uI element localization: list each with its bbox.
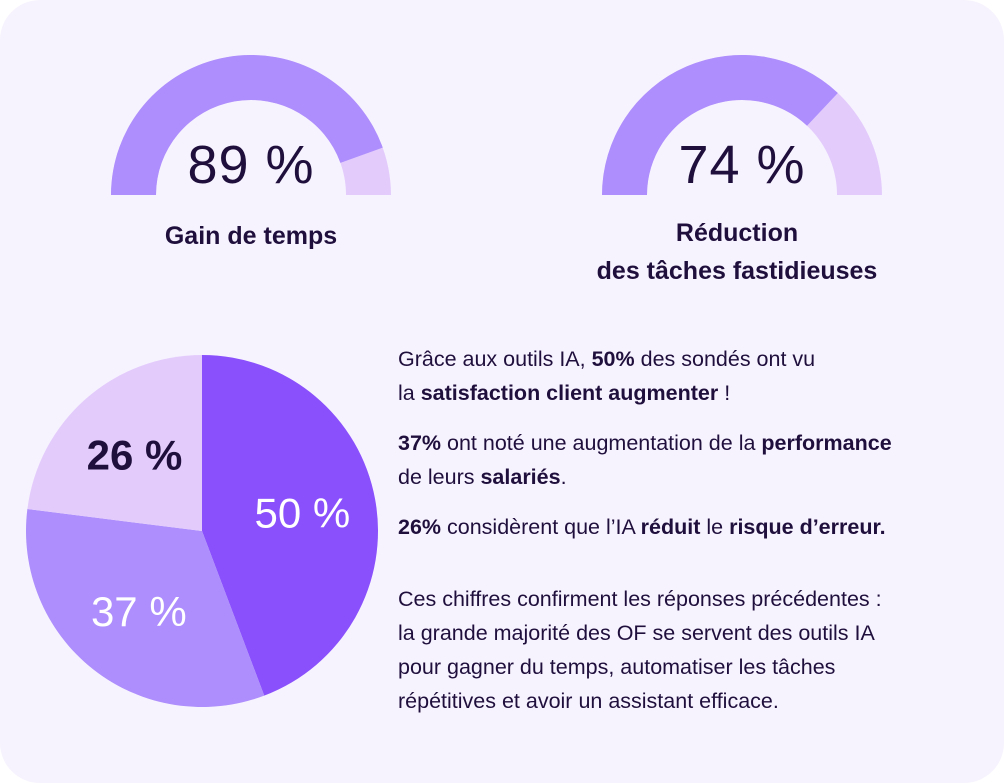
gauge-task-reduction-label: Réduction des tâches fastidieuses [537, 214, 937, 290]
highlight-error-risk: risque d’erreur. [729, 515, 886, 539]
gauge-time-saving-fill [111, 55, 383, 196]
pie-slice-50 [202, 355, 379, 696]
highlight-37: 37% [398, 431, 442, 455]
finding-performance: 37% ont noté une augmentation de la perf… [398, 426, 993, 494]
gauge-time-saving [111, 55, 391, 196]
text-span: considèrent que l’IA [441, 515, 641, 539]
pie-label-37: 37 % [91, 588, 187, 635]
highlight-employees: salariés [480, 465, 561, 489]
findings-text: Grâce aux outils IA, 50% des sondés ont … [398, 342, 993, 734]
highlight-performance: performance [761, 431, 892, 455]
highlight-reduces: réduit [640, 515, 701, 539]
gauge-task-reduction-label-line2: des tâches fastidieuses [596, 257, 878, 285]
highlight-26: 26% [398, 515, 442, 539]
text-span: . [560, 465, 567, 489]
text-span: la [398, 381, 421, 405]
text-span: le [700, 515, 730, 539]
conclusion-line: répétitives et avoir un assistant effica… [398, 689, 779, 713]
pie-label-26: 26 % [87, 431, 183, 478]
text-span: ! [718, 381, 731, 405]
gauge-task-reduction-value: 74 % [678, 135, 806, 195]
finding-satisfaction: Grâce aux outils IA, 50% des sondés ont … [398, 342, 993, 410]
text-span: des sondés ont vu [634, 347, 816, 371]
pie-slice-37 [25, 509, 265, 707]
pie-chart: 50 % 37 % 26 % [25, 355, 379, 707]
gauge-task-reduction-fill [602, 55, 838, 196]
conclusion-line: la grande majorité des OF se servent des… [398, 621, 875, 645]
text-span: ont noté une augmentation de la [441, 431, 762, 455]
conclusion-line: pour gagner du temps, automatiser les tâ… [398, 655, 836, 679]
pie-slice-26 [27, 355, 202, 531]
finding-error-risk: 26% considèrent que l’IA réduit le risqu… [398, 510, 993, 544]
conclusion-line: Ces chiffres confirment les réponses pré… [398, 587, 882, 611]
gauge-task-reduction [602, 55, 882, 196]
conclusion-paragraph: Ces chiffres confirment les réponses pré… [398, 582, 993, 718]
highlight-satisfaction: satisfaction client augmenter [420, 381, 719, 405]
text-span: de leurs [398, 465, 481, 489]
pie-label-50: 50 % [255, 490, 351, 537]
text-span: Grâce aux outils IA, [398, 347, 592, 371]
gauge-time-saving-value: 89 % [187, 135, 315, 195]
gauge-task-reduction-label-line1: Réduction [675, 219, 799, 247]
highlight-50: 50% [591, 347, 635, 371]
gauge-time-saving-label: Gain de temps [164, 222, 338, 250]
